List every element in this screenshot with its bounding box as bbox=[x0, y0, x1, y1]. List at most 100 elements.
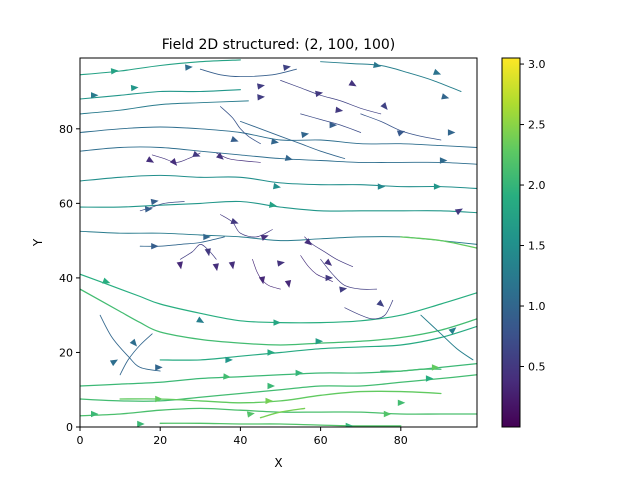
streamline-arrowhead bbox=[130, 84, 139, 92]
streamline bbox=[400, 236, 477, 249]
streamline-arrowhead bbox=[329, 121, 338, 129]
streamline-arrowhead bbox=[258, 276, 266, 285]
x-axis-label: X bbox=[274, 456, 282, 470]
plot-frame bbox=[79, 57, 478, 428]
streamline-arrowhead bbox=[295, 369, 304, 377]
streamline-arrowhead bbox=[144, 206, 153, 213]
streamline bbox=[280, 80, 382, 115]
colorbar-tick-label: 2.5 bbox=[528, 119, 546, 132]
y-tick-label: 40 bbox=[59, 272, 73, 285]
x-tick-label: 0 bbox=[77, 434, 84, 447]
streamline-arrowhead bbox=[267, 349, 275, 356]
streamline-arrowhead bbox=[151, 243, 159, 250]
streamline-arrowhead bbox=[431, 364, 440, 371]
streamline-arrowhead bbox=[377, 183, 386, 190]
streamline bbox=[259, 407, 306, 419]
streamline-arrows bbox=[91, 61, 463, 427]
streamline bbox=[179, 244, 217, 260]
streamline bbox=[80, 200, 477, 214]
y-axis-label: Y bbox=[31, 238, 45, 247]
streamline bbox=[320, 61, 462, 92]
streamline bbox=[80, 288, 477, 346]
streamline-arrowhead bbox=[137, 420, 145, 427]
x-axis-ticks: 0 20 40 60 80 bbox=[77, 427, 408, 447]
streamline-arrowhead bbox=[383, 410, 392, 418]
streamline bbox=[239, 120, 346, 160]
streamline-arrowhead bbox=[376, 299, 385, 307]
streamline-arrowhead bbox=[225, 356, 233, 364]
y-tick-label: 0 bbox=[66, 421, 73, 434]
streamline bbox=[220, 106, 261, 145]
x-tick-label: 60 bbox=[314, 434, 328, 447]
streamline-arrowhead bbox=[169, 158, 178, 166]
streamline-arrowhead bbox=[325, 274, 334, 282]
streamline bbox=[159, 325, 477, 361]
streamline-arrowhead bbox=[345, 422, 354, 427]
streamline bbox=[360, 113, 442, 141]
streamline bbox=[159, 422, 402, 427]
colorbar: 0.5 1.0 1.5 2.0 2.5 3.0 bbox=[501, 57, 546, 428]
streamline bbox=[80, 100, 249, 115]
streamline-arrowhead bbox=[432, 68, 442, 75]
streamline-arrowhead bbox=[335, 106, 344, 113]
x-tick-label: 40 bbox=[233, 434, 247, 447]
colorbar-tick-label: 3.0 bbox=[528, 58, 546, 71]
streamline bbox=[80, 374, 477, 402]
streamline-arrowhead bbox=[273, 319, 281, 326]
streamline-arrowhead bbox=[276, 260, 285, 267]
x-tick-label: 20 bbox=[153, 434, 167, 447]
y-tick-label: 60 bbox=[59, 197, 73, 210]
y-tick-label: 80 bbox=[59, 123, 73, 136]
streamline-arrowhead bbox=[230, 217, 239, 224]
streamline bbox=[80, 146, 477, 165]
streamline bbox=[420, 314, 474, 361]
streamline-arrowhead bbox=[223, 373, 231, 380]
streamline-arrowhead bbox=[282, 64, 291, 71]
streamline-arrowhead bbox=[155, 395, 163, 403]
streamline-arrowhead bbox=[216, 152, 224, 160]
streamline-arrowhead bbox=[260, 234, 269, 241]
colorbar-tick-label: 1.0 bbox=[528, 300, 546, 313]
streamline bbox=[80, 273, 477, 324]
colorbar-tick-label: 2.0 bbox=[528, 179, 546, 192]
streamline-arrowhead bbox=[228, 261, 236, 270]
streamline bbox=[320, 258, 378, 290]
streamline bbox=[119, 333, 153, 376]
streamline bbox=[80, 174, 477, 190]
streamline-arrowhead bbox=[185, 64, 193, 71]
streamline-arrowhead bbox=[454, 208, 463, 216]
streamline-arrowhead bbox=[397, 399, 406, 406]
streamline-arrowhead bbox=[256, 83, 265, 90]
streamline-arrowhead bbox=[315, 90, 324, 98]
streamline-arrowhead bbox=[91, 92, 99, 99]
streamline bbox=[119, 390, 442, 404]
streamline-arrowhead bbox=[203, 233, 211, 241]
streamline-arrowhead bbox=[284, 154, 293, 161]
streamline-arrowhead bbox=[380, 102, 388, 110]
streamline-arrowhead bbox=[109, 359, 118, 367]
plot-area bbox=[79, 57, 478, 428]
streamline-arrowhead bbox=[304, 238, 313, 246]
colorbar-gradient bbox=[501, 57, 521, 428]
streamline bbox=[199, 68, 297, 78]
streamline bbox=[151, 152, 201, 163]
streamline-arrowhead bbox=[348, 79, 357, 87]
streamline-arrowhead bbox=[441, 93, 450, 100]
y-axis-ticks: 0 20 40 60 80 bbox=[59, 123, 80, 434]
streamline-arrowhead bbox=[272, 182, 281, 190]
streamline-arrowhead bbox=[373, 61, 382, 69]
streamline-arrowhead bbox=[270, 138, 279, 145]
streamline-arrowhead bbox=[265, 397, 273, 405]
streamline-arrowhead bbox=[150, 198, 159, 206]
streamline-arrowhead bbox=[230, 135, 239, 142]
streamline-arrowhead bbox=[246, 411, 255, 418]
streamline bbox=[99, 314, 161, 372]
streamline-arrowhead bbox=[439, 157, 448, 164]
streamline-arrowhead bbox=[315, 338, 324, 345]
streamline-arrowhead bbox=[155, 364, 163, 371]
streamline-arrowhead bbox=[396, 130, 406, 137]
plot-background bbox=[80, 58, 477, 427]
streamline-arrowhead bbox=[146, 156, 155, 163]
streamline-arrowhead bbox=[102, 277, 111, 284]
